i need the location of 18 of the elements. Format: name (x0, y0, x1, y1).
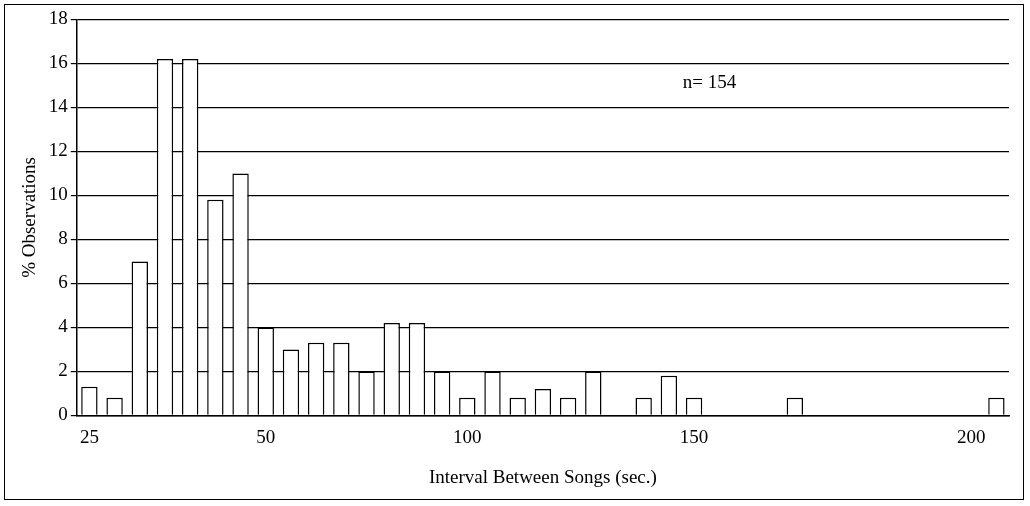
x-tick-label: 200 (956, 425, 986, 447)
y-tick-label: 14 (48, 95, 69, 117)
y-tick-label: 10 (48, 183, 68, 205)
y-tick-label: 6 (58, 271, 68, 293)
x-tick-label: 50 (256, 425, 276, 447)
x-tick-label: 100 (453, 425, 482, 447)
y-tick-label: 16 (48, 51, 68, 73)
y-tick-label: 4 (58, 315, 69, 337)
y-tick-label: 8 (58, 227, 68, 249)
annotation: n= 154 (682, 70, 737, 92)
y-tick-label: 2 (58, 359, 68, 381)
y-tick-label: 12 (48, 139, 68, 161)
x-axis-title: Interval Between Songs (sec.) (428, 465, 657, 488)
y-tick-label: 0 (58, 403, 68, 425)
y-axis-title: % Observations (18, 156, 40, 278)
x-tick-label: 25 (79, 425, 99, 447)
x-tick-label: 150 (679, 425, 709, 447)
y-tick-label: 18 (48, 7, 68, 29)
